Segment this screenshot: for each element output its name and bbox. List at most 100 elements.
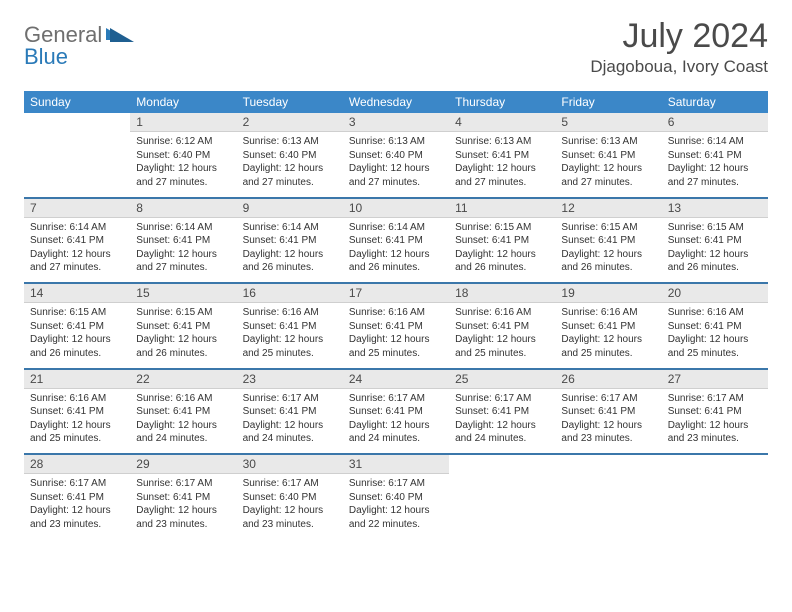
day-number-cell: 23	[237, 369, 343, 389]
daylight-text: Daylight: 12 hours and 25 minutes.	[243, 333, 337, 360]
day-number-cell	[24, 113, 130, 132]
sunset-text: Sunset: 6:41 PM	[455, 149, 549, 163]
day-number-cell: 10	[343, 198, 449, 218]
sunset-text: Sunset: 6:41 PM	[30, 234, 124, 248]
sunset-text: Sunset: 6:41 PM	[349, 320, 443, 334]
day-body-cell: Sunrise: 6:13 AMSunset: 6:40 PMDaylight:…	[343, 132, 449, 198]
sunset-text: Sunset: 6:40 PM	[243, 491, 337, 505]
sunset-text: Sunset: 6:41 PM	[136, 491, 230, 505]
weekday-header: Thursday	[449, 91, 555, 113]
sunrise-text: Sunrise: 6:14 AM	[243, 221, 337, 235]
day-body-row: Sunrise: 6:16 AMSunset: 6:41 PMDaylight:…	[24, 388, 768, 454]
daylight-text: Daylight: 12 hours and 27 minutes.	[668, 162, 762, 189]
sunset-text: Sunset: 6:41 PM	[455, 320, 549, 334]
day-body-cell: Sunrise: 6:15 AMSunset: 6:41 PMDaylight:…	[449, 217, 555, 283]
day-body-cell: Sunrise: 6:15 AMSunset: 6:41 PMDaylight:…	[555, 217, 661, 283]
sunrise-text: Sunrise: 6:16 AM	[561, 306, 655, 320]
day-number-cell	[662, 454, 768, 474]
day-body-cell: Sunrise: 6:17 AMSunset: 6:40 PMDaylight:…	[237, 474, 343, 540]
day-body-cell: Sunrise: 6:16 AMSunset: 6:41 PMDaylight:…	[24, 388, 130, 454]
sunrise-text: Sunrise: 6:17 AM	[30, 477, 124, 491]
day-number-cell: 14	[24, 283, 130, 303]
day-body-cell: Sunrise: 6:17 AMSunset: 6:41 PMDaylight:…	[130, 474, 236, 540]
daylight-text: Daylight: 12 hours and 25 minutes.	[30, 419, 124, 446]
calendar-page: General Blue July 2024 Djagoboua, Ivory …	[0, 0, 792, 550]
day-body-cell: Sunrise: 6:13 AMSunset: 6:40 PMDaylight:…	[237, 132, 343, 198]
weekday-header: Saturday	[662, 91, 768, 113]
sunrise-text: Sunrise: 6:14 AM	[349, 221, 443, 235]
sunset-text: Sunset: 6:40 PM	[136, 149, 230, 163]
day-number-cell: 6	[662, 113, 768, 132]
sunrise-text: Sunrise: 6:15 AM	[668, 221, 762, 235]
day-body-cell	[24, 132, 130, 198]
day-number-cell: 17	[343, 283, 449, 303]
weekday-header: Sunday	[24, 91, 130, 113]
day-body-cell: Sunrise: 6:15 AMSunset: 6:41 PMDaylight:…	[130, 303, 236, 369]
sunrise-text: Sunrise: 6:16 AM	[30, 392, 124, 406]
day-body-cell: Sunrise: 6:13 AMSunset: 6:41 PMDaylight:…	[449, 132, 555, 198]
day-body-row: Sunrise: 6:12 AMSunset: 6:40 PMDaylight:…	[24, 132, 768, 198]
sunrise-text: Sunrise: 6:15 AM	[30, 306, 124, 320]
sunrise-text: Sunrise: 6:14 AM	[30, 221, 124, 235]
day-body-row: Sunrise: 6:15 AMSunset: 6:41 PMDaylight:…	[24, 303, 768, 369]
day-number-row: 28293031	[24, 454, 768, 474]
sunrise-text: Sunrise: 6:17 AM	[349, 477, 443, 491]
day-number-row: 21222324252627	[24, 369, 768, 389]
daylight-text: Daylight: 12 hours and 25 minutes.	[668, 333, 762, 360]
day-body-cell: Sunrise: 6:16 AMSunset: 6:41 PMDaylight:…	[555, 303, 661, 369]
day-number-cell: 19	[555, 283, 661, 303]
sunset-text: Sunset: 6:41 PM	[668, 405, 762, 419]
day-number-row: 123456	[24, 113, 768, 132]
sunset-text: Sunset: 6:40 PM	[349, 149, 443, 163]
day-body-cell: Sunrise: 6:15 AMSunset: 6:41 PMDaylight:…	[662, 217, 768, 283]
brand-word2: Blue	[24, 44, 68, 69]
sunset-text: Sunset: 6:40 PM	[349, 491, 443, 505]
day-body-cell: Sunrise: 6:16 AMSunset: 6:41 PMDaylight:…	[662, 303, 768, 369]
sunset-text: Sunset: 6:41 PM	[668, 320, 762, 334]
sunset-text: Sunset: 6:41 PM	[136, 320, 230, 334]
weekday-header: Wednesday	[343, 91, 449, 113]
daylight-text: Daylight: 12 hours and 23 minutes.	[668, 419, 762, 446]
sunset-text: Sunset: 6:41 PM	[243, 405, 337, 419]
day-number-cell	[555, 454, 661, 474]
day-body-cell: Sunrise: 6:17 AMSunset: 6:41 PMDaylight:…	[343, 388, 449, 454]
daylight-text: Daylight: 12 hours and 23 minutes.	[136, 504, 230, 531]
sunset-text: Sunset: 6:41 PM	[561, 320, 655, 334]
daylight-text: Daylight: 12 hours and 27 minutes.	[136, 162, 230, 189]
sunrise-text: Sunrise: 6:16 AM	[136, 392, 230, 406]
sunset-text: Sunset: 6:41 PM	[30, 405, 124, 419]
daylight-text: Daylight: 12 hours and 26 minutes.	[243, 248, 337, 275]
day-body-cell: Sunrise: 6:14 AMSunset: 6:41 PMDaylight:…	[130, 217, 236, 283]
weekday-header: Friday	[555, 91, 661, 113]
day-number-cell: 26	[555, 369, 661, 389]
location-label: Djagoboua, Ivory Coast	[590, 57, 768, 77]
sunrise-text: Sunrise: 6:17 AM	[136, 477, 230, 491]
day-body-row: Sunrise: 6:14 AMSunset: 6:41 PMDaylight:…	[24, 217, 768, 283]
daylight-text: Daylight: 12 hours and 26 minutes.	[30, 333, 124, 360]
sunrise-text: Sunrise: 6:13 AM	[349, 135, 443, 149]
day-number-cell: 16	[237, 283, 343, 303]
daylight-text: Daylight: 12 hours and 24 minutes.	[243, 419, 337, 446]
day-body-cell: Sunrise: 6:17 AMSunset: 6:41 PMDaylight:…	[449, 388, 555, 454]
flag-icon	[106, 24, 136, 51]
day-body-cell	[555, 474, 661, 540]
day-body-cell: Sunrise: 6:16 AMSunset: 6:41 PMDaylight:…	[343, 303, 449, 369]
sunrise-text: Sunrise: 6:17 AM	[243, 392, 337, 406]
sunrise-text: Sunrise: 6:12 AM	[136, 135, 230, 149]
day-body-cell: Sunrise: 6:14 AMSunset: 6:41 PMDaylight:…	[237, 217, 343, 283]
sunset-text: Sunset: 6:40 PM	[243, 149, 337, 163]
daylight-text: Daylight: 12 hours and 23 minutes.	[561, 419, 655, 446]
daylight-text: Daylight: 12 hours and 26 minutes.	[455, 248, 549, 275]
day-body-cell: Sunrise: 6:12 AMSunset: 6:40 PMDaylight:…	[130, 132, 236, 198]
sunset-text: Sunset: 6:41 PM	[349, 405, 443, 419]
sunset-text: Sunset: 6:41 PM	[668, 234, 762, 248]
calendar-table: Sunday Monday Tuesday Wednesday Thursday…	[24, 91, 768, 540]
day-body-cell: Sunrise: 6:16 AMSunset: 6:41 PMDaylight:…	[130, 388, 236, 454]
sunrise-text: Sunrise: 6:17 AM	[455, 392, 549, 406]
daylight-text: Daylight: 12 hours and 22 minutes.	[349, 504, 443, 531]
sunrise-text: Sunrise: 6:15 AM	[136, 306, 230, 320]
title-block: July 2024 Djagoboua, Ivory Coast	[590, 18, 768, 77]
day-number-cell: 7	[24, 198, 130, 218]
sunrise-text: Sunrise: 6:15 AM	[455, 221, 549, 235]
daylight-text: Daylight: 12 hours and 24 minutes.	[349, 419, 443, 446]
